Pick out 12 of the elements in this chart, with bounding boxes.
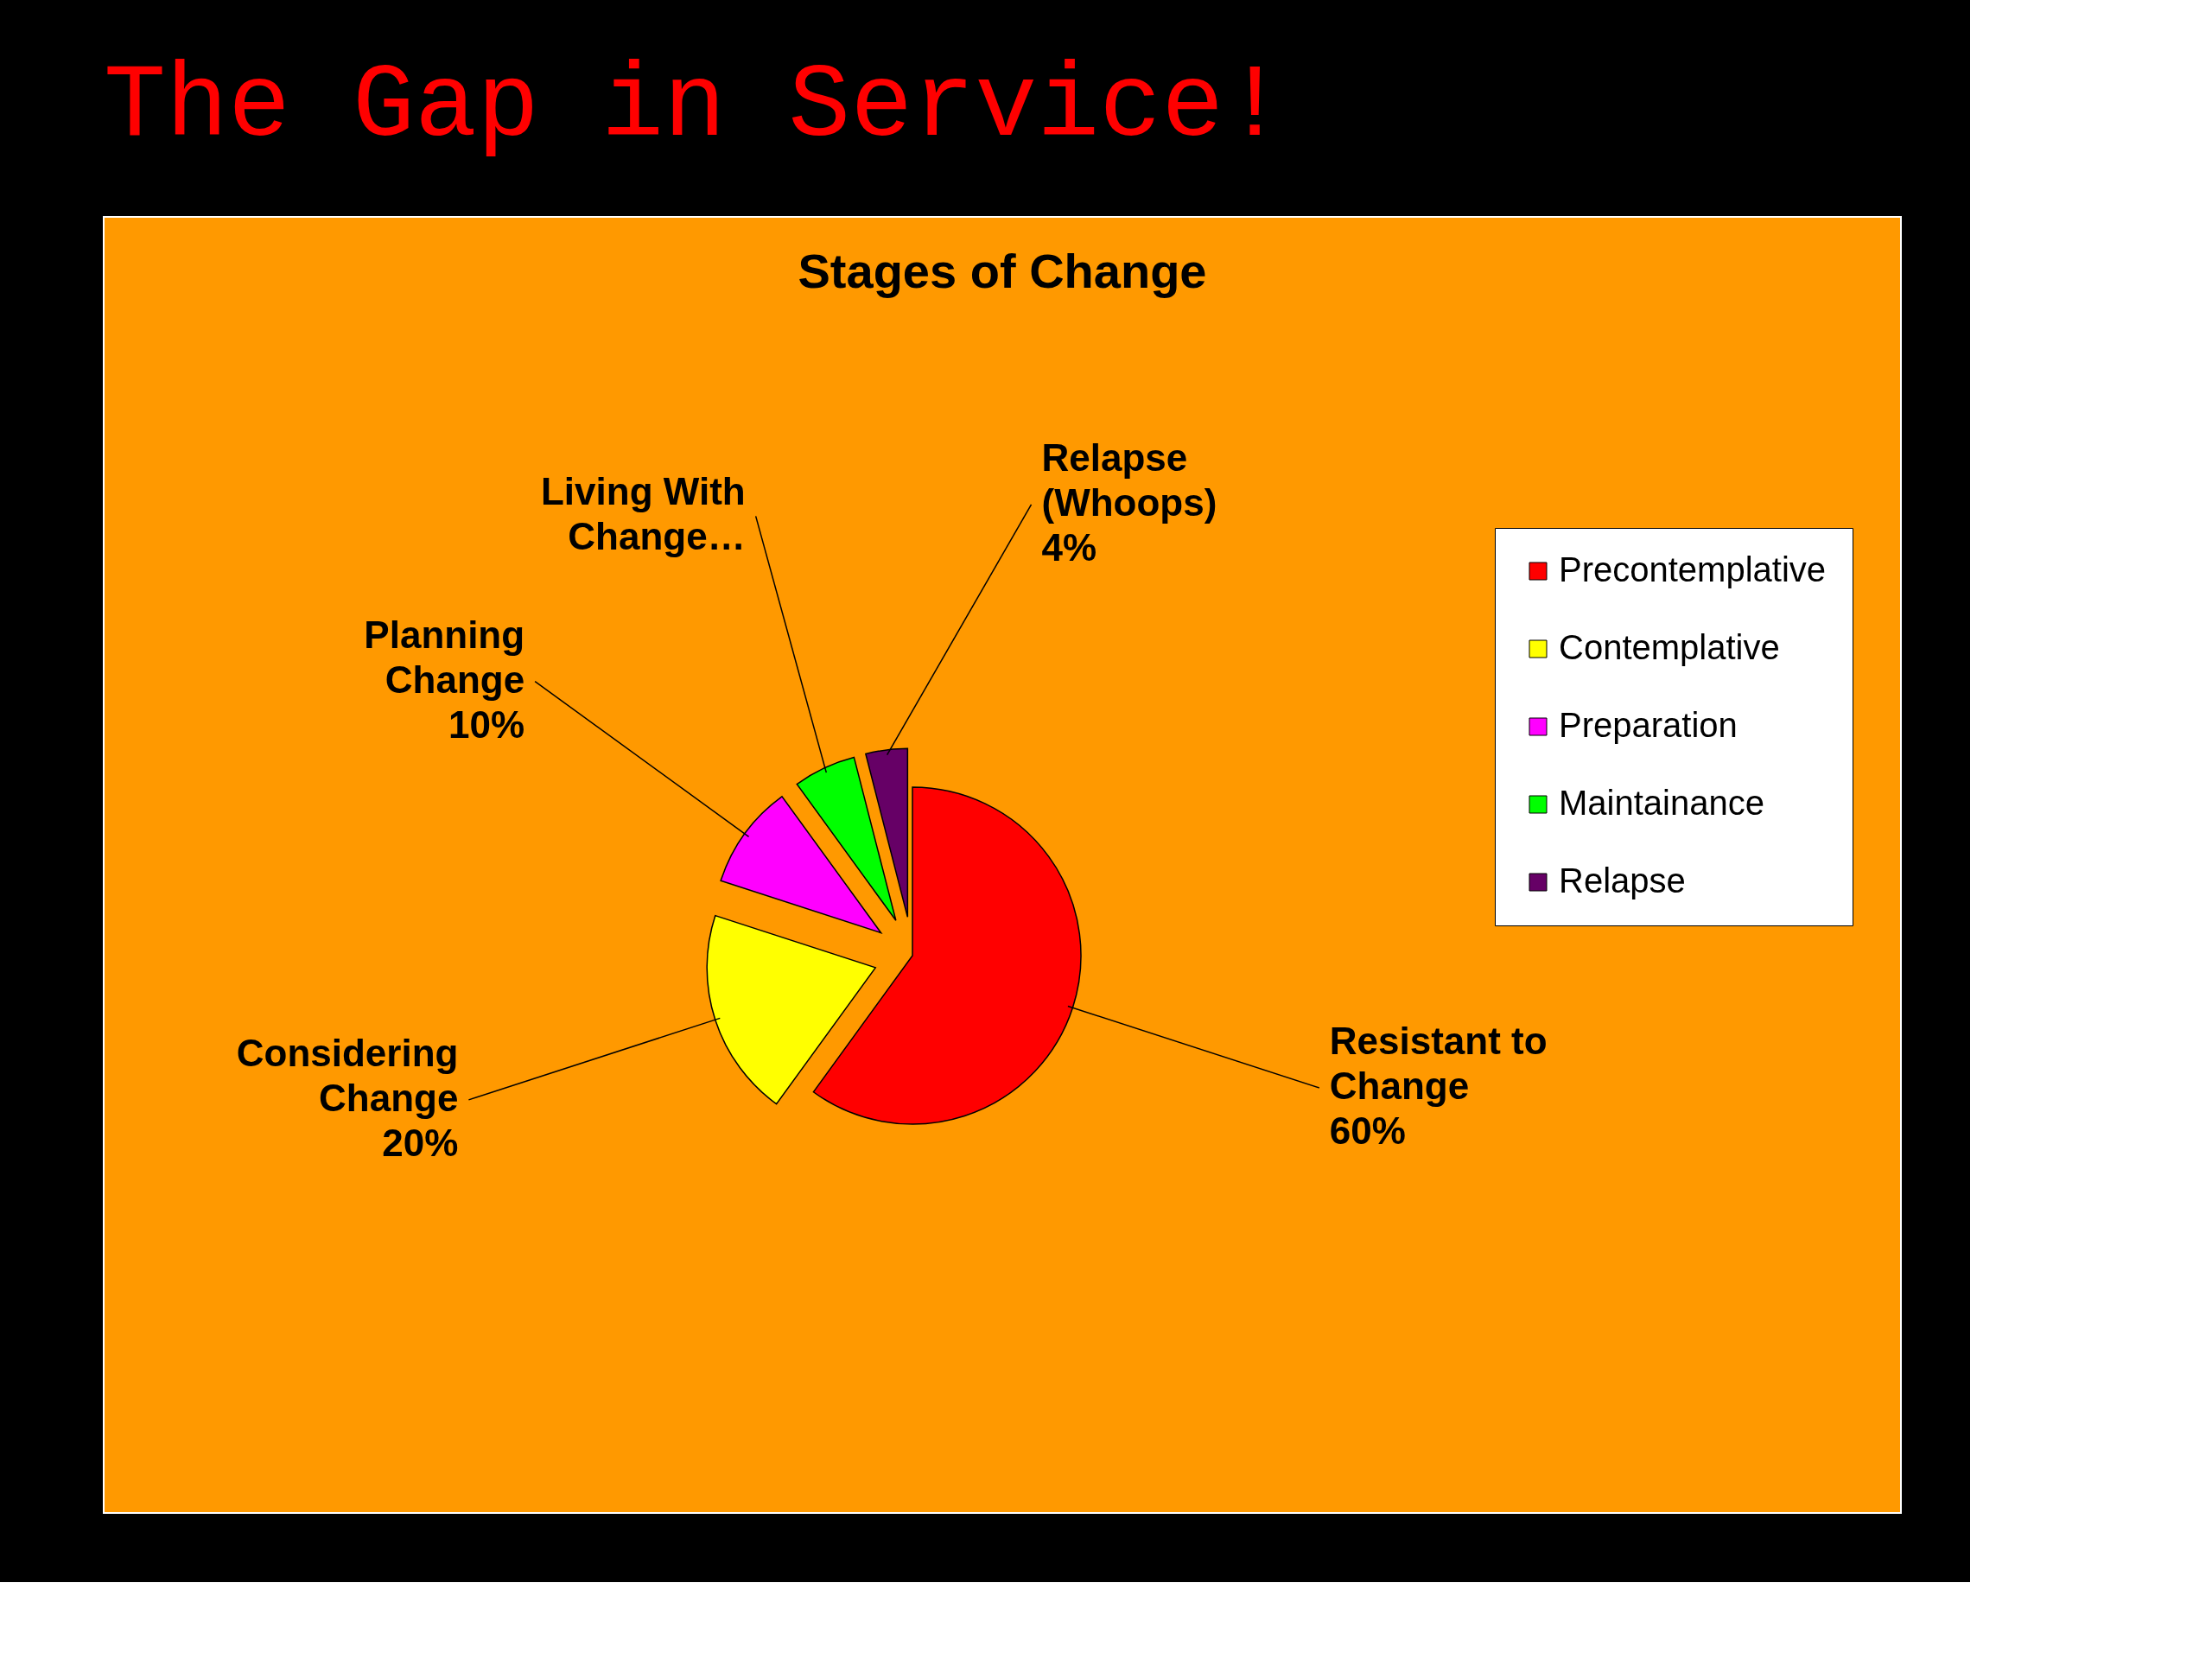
legend-label: Preparation <box>1559 706 1738 744</box>
data-label: Resistant to Change 60% <box>1329 1019 1548 1152</box>
chart-title: The Gap in Service! <box>104 48 1287 166</box>
legend-label: Relapse <box>1559 861 1686 899</box>
data-label: Living With Change… <box>540 470 746 558</box>
data-label: Relapse (Whoops) 4% <box>1041 435 1217 569</box>
chart-subtitle: Stages of Change <box>798 244 1207 298</box>
legend-label: Contemplative <box>1559 628 1780 666</box>
data-label: Planning Change 10% <box>364 613 525 746</box>
legend-label: Precontemplative <box>1559 550 1827 588</box>
data-label: Considering Change 20% <box>236 1031 459 1164</box>
legend-label: Maintainance <box>1559 784 1764 822</box>
